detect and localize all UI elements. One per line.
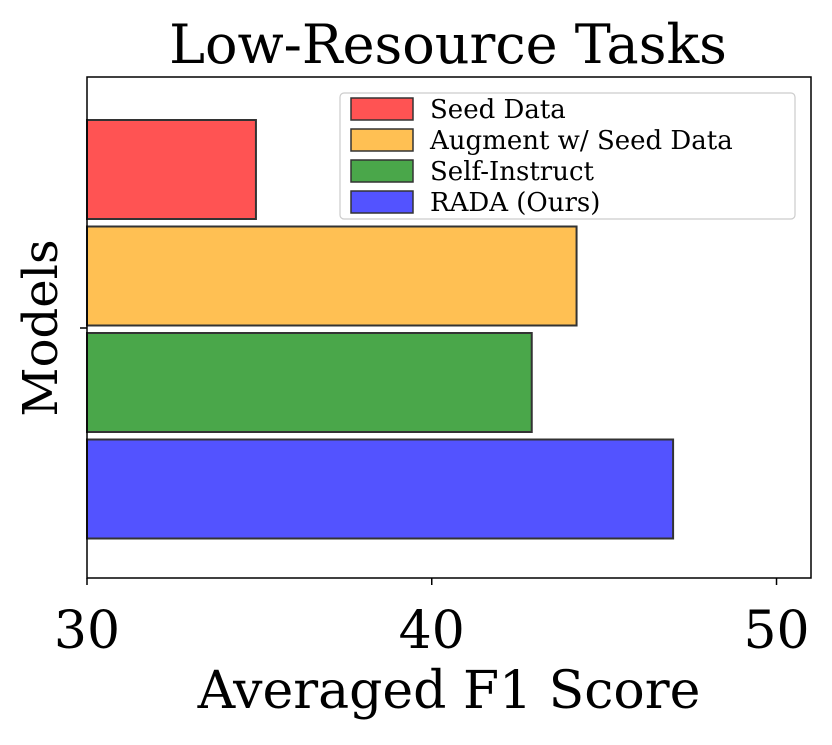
x-tick-label: 50: [743, 601, 809, 661]
x-axis-ticks: 30 40 50: [54, 578, 810, 661]
bar-self-instruct: [86, 332, 533, 433]
x-axis-label: Averaged F1 Score: [197, 661, 701, 721]
legend-frame: [339, 92, 796, 220]
x-tick-label: 40: [399, 601, 465, 661]
legend-label: Seed Data: [430, 95, 566, 125]
legend-swatch: [350, 97, 414, 121]
chart-title: Low-Resource Tasks: [169, 13, 727, 76]
y-axis-label: Models: [13, 239, 69, 416]
legend-swatch: [350, 128, 414, 152]
bar-rada-ours: [86, 438, 675, 540]
legend-label: Self-Instruct: [430, 157, 595, 187]
bar-augment-w-seed-data: [86, 225, 578, 327]
bar-seed-data: [86, 119, 257, 220]
bars-group: [86, 119, 675, 540]
legend-label: RADA (Ours): [430, 188, 600, 218]
legend-swatch: [350, 190, 414, 214]
legend-swatch: [350, 159, 414, 183]
x-tick-label: 30: [54, 601, 120, 661]
legend-label: Augment w/ Seed Data: [429, 126, 733, 156]
